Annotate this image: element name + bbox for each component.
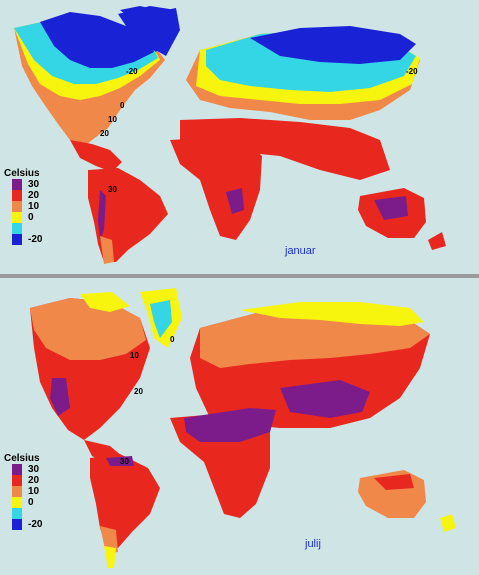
legend-entry-0: 0 [4, 497, 42, 508]
january-map-canvas: -20 -20 0 10 20 30 [14, 6, 446, 264]
greenland-january [146, 8, 180, 56]
legend-entry-20: 20 [4, 475, 42, 486]
legend-entry-30: 30 [4, 179, 42, 190]
greenland-july [140, 288, 182, 348]
legend-swatch [12, 497, 22, 508]
legend-swatch [12, 201, 22, 212]
legend-label: 30 [28, 179, 40, 190]
legend-swatch [12, 519, 22, 530]
legend-swatch [12, 508, 22, 519]
legend-swatch [12, 223, 22, 234]
legend-label: 10 [28, 486, 40, 497]
legend-swatch [12, 486, 22, 497]
isotherm-label-20: 20 [134, 387, 143, 396]
north-america-july [30, 292, 150, 464]
map-divider [0, 274, 479, 278]
legend-entry-0: 0 [4, 212, 42, 223]
isotherm-label-30: 30 [120, 457, 129, 466]
isotherm-label-20: 20 [100, 129, 109, 138]
eurasia-january [180, 26, 420, 180]
north-america-january [14, 6, 176, 172]
south-america-july [90, 454, 160, 568]
legend-swatch [12, 212, 22, 223]
isotherm-label-0: 0 [120, 101, 125, 110]
isotherm-label-minus20-asia: -20 [406, 67, 418, 76]
africa-july [170, 408, 276, 518]
month-label-julij: julij [305, 538, 321, 550]
legend-label: 20 [28, 190, 40, 201]
legend-swatch [12, 464, 22, 475]
legend-swatch [12, 190, 22, 201]
australia-july [358, 470, 456, 532]
july-map-canvas: 0 10 20 30 [30, 288, 456, 568]
legend-swatch [12, 475, 22, 486]
legend-entry-20: 20 [4, 190, 42, 201]
legend-entry-minus20: -20 [4, 519, 42, 530]
legend-label: -20 [28, 234, 43, 245]
legend-label: -20 [28, 519, 43, 530]
legend-title: Celsius [4, 453, 40, 464]
isotherm-label-minus20: -20 [126, 67, 138, 76]
isotherm-label-30: 30 [108, 185, 117, 194]
eurasia-july [190, 302, 430, 428]
january-map: -20 -20 0 10 20 30 Celsius 30 20 10 0 [0, 0, 479, 274]
legend-entry-cyan [4, 508, 42, 519]
july-legend: Celsius 30 20 10 0 -20 [4, 453, 42, 530]
july-map: 0 10 20 30 Celsius 30 20 10 0 -20 [0, 278, 479, 575]
south-america-january [88, 168, 168, 264]
legend-entry-cyan [4, 223, 42, 234]
legend-label: 10 [28, 201, 40, 212]
legend-swatch [12, 179, 22, 190]
africa-january [170, 136, 262, 240]
legend-entry-10: 10 [4, 486, 42, 497]
legend-label: 0 [28, 212, 34, 223]
legend-label: 20 [28, 475, 40, 486]
legend-label: 0 [28, 497, 34, 508]
australia-january [358, 188, 446, 250]
isotherm-label-10: 10 [108, 115, 117, 124]
legend-swatch [12, 234, 22, 245]
legend-entry-10: 10 [4, 201, 42, 212]
legend-entry-minus20: -20 [4, 234, 42, 245]
month-label-januar: januar [285, 245, 316, 257]
january-legend: Celsius 30 20 10 0 -20 [4, 168, 42, 245]
isotherm-label-10: 10 [130, 351, 139, 360]
legend-entry-30: 30 [4, 464, 42, 475]
legend-label: 30 [28, 464, 40, 475]
legend-title: Celsius [4, 168, 40, 179]
isotherm-label-0: 0 [170, 335, 175, 344]
